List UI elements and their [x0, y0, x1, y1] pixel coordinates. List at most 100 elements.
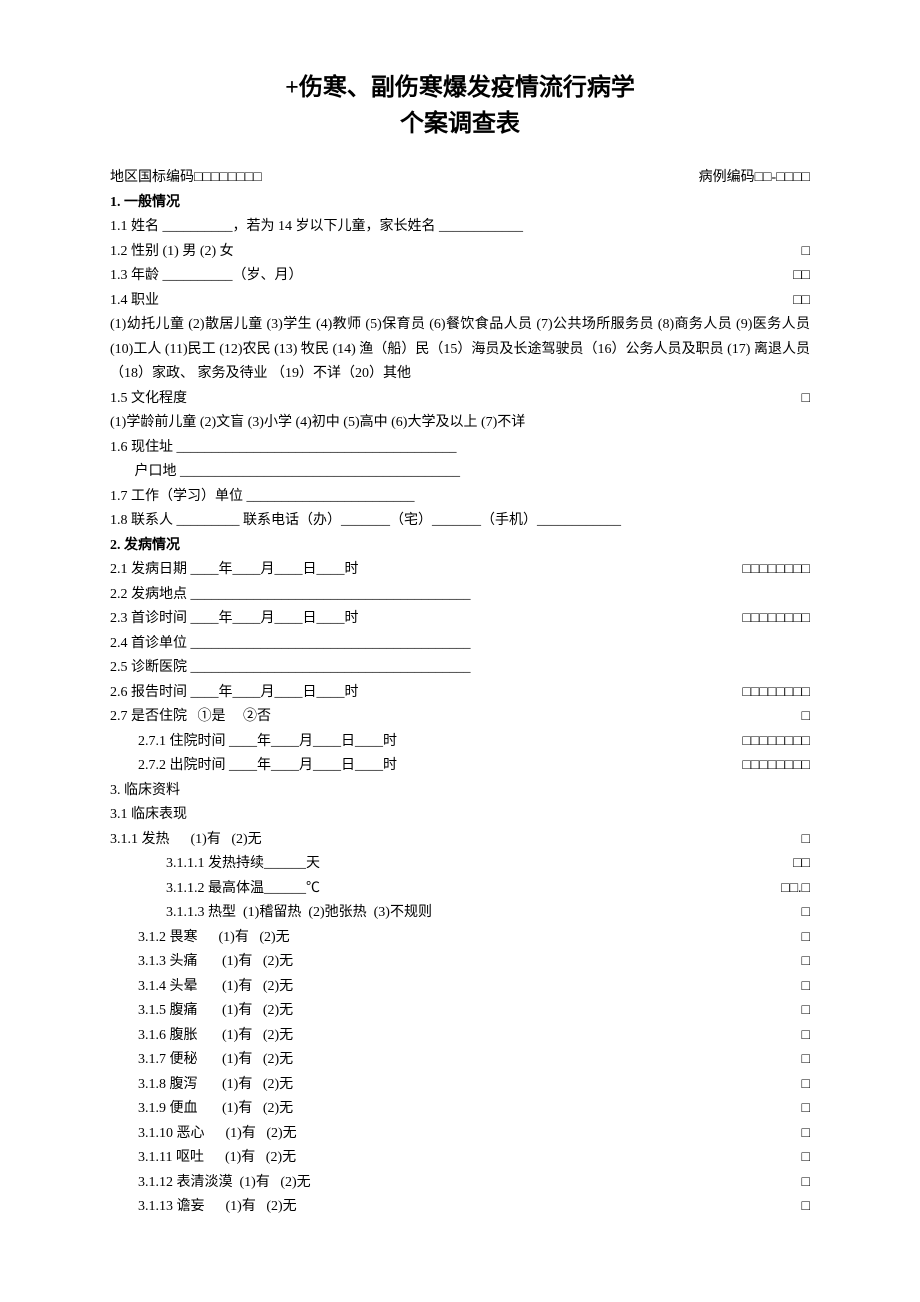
field-3-1-11-vomit: 3.1.11 呕吐 (1)有 (2)无 □	[110, 1146, 810, 1171]
field-2-2-onset-place: 2.2 发病地点 _______________________________…	[110, 583, 810, 608]
field-2-7-2-box: □□□□□□□□	[722, 754, 810, 779]
field-3-1-1-2-box: □□.□	[761, 877, 810, 902]
field-3-1-9-text: 3.1.9 便血 (1)有 (2)无	[110, 1097, 782, 1122]
field-3-1-8-text: 3.1.8 腹泻 (1)有 (2)无	[110, 1073, 782, 1098]
field-2-6-text: 2.6 报告时间 ____年____月____日____时	[110, 681, 722, 706]
field-2-7-box: □	[782, 705, 810, 730]
field-1-6-address-text: 1.6 现住址 ________________________________…	[110, 436, 810, 461]
field-2-7-1-text: 2.7.1 住院时间 ____年____月____日____时	[110, 730, 722, 755]
field-3-1: 3.1 临床表现	[110, 803, 810, 828]
field-3-1-1-box: □	[782, 828, 810, 853]
field-3-1-text: 3.1 临床表现	[110, 803, 810, 828]
field-2-7-2-text: 2.7.2 出院时间 ____年____月____日____时	[110, 754, 722, 779]
field-1-3-box: □□	[773, 264, 810, 289]
field-3-1-11-text: 3.1.11 呕吐 (1)有 (2)无	[110, 1146, 782, 1171]
field-3-1-3-text: 3.1.3 头痛 (1)有 (2)无	[110, 950, 782, 975]
field-3-1-8-diarrhea: 3.1.8 腹泻 (1)有 (2)无 □	[110, 1073, 810, 1098]
field-1-7-work: 1.7 工作（学习）单位 ________________________	[110, 485, 810, 510]
field-2-7-hospitalized: 2.7 是否住院 ①是 ②否 □	[110, 705, 810, 730]
field-1-4-options: (1)幼托儿童 (2)散居儿童 (3)学生 (4)教师 (5)保育员 (6)餐饮…	[110, 313, 810, 387]
field-3-1-1-3-fevertype: 3.1.1.3 热型 (1)稽留热 (2)弛张热 (3)不规则 □	[110, 901, 810, 926]
field-1-1-text: 1.1 姓名 __________，若为 14 岁以下儿童，家长姓名 _____…	[110, 215, 810, 240]
field-1-7-text: 1.7 工作（学习）单位 ________________________	[110, 485, 810, 510]
field-1-8-contact: 1.8 联系人 _________ 联系电话（办）_______（宅）_____…	[110, 509, 810, 534]
field-3-1-9-bloody-stool: 3.1.9 便血 (1)有 (2)无 □	[110, 1097, 810, 1122]
field-3-1-10-text: 3.1.10 恶心 (1)有 (2)无	[110, 1122, 782, 1147]
field-3-1-3-headache: 3.1.3 头痛 (1)有 (2)无 □	[110, 950, 810, 975]
field-2-1-text: 2.1 发病日期 ____年____月____日____时	[110, 558, 722, 583]
field-3-1-1-3-text: 3.1.1.3 热型 (1)稽留热 (2)弛张热 (3)不规则	[110, 901, 782, 926]
field-3-1-9-box: □	[782, 1097, 810, 1122]
field-1-6-hukou: 户口地 ____________________________________…	[110, 460, 810, 485]
field-1-3-age: 1.3 年龄 __________（岁、月） □□	[110, 264, 810, 289]
field-3-1-8-box: □	[782, 1073, 810, 1098]
field-3-1-12-text: 3.1.12 表清淡漠 (1)有 (2)无	[110, 1171, 782, 1196]
region-code-label: 地区国标编码□□□□□□□□	[110, 166, 679, 191]
field-2-4-text: 2.4 首诊单位 _______________________________…	[110, 632, 810, 657]
field-3-1-5-box: □	[782, 999, 810, 1024]
field-3-1-7-box: □	[782, 1048, 810, 1073]
field-3-1-10-nausea: 3.1.10 恶心 (1)有 (2)无 □	[110, 1122, 810, 1147]
field-1-5-education: 1.5 文化程度 □	[110, 387, 810, 412]
field-3-1-6-bloating: 3.1.6 腹胀 (1)有 (2)无 □	[110, 1024, 810, 1049]
case-code-label: 病例编码□□-□□□□	[679, 166, 810, 191]
field-3-1-13-delirium: 3.1.13 谵妄 (1)有 (2)无 □	[110, 1195, 810, 1220]
field-3-1-12-apathy: 3.1.12 表清淡漠 (1)有 (2)无 □	[110, 1171, 810, 1196]
field-3-1-1-fever: 3.1.1 发热 (1)有 (2)无 □	[110, 828, 810, 853]
section-2-heading-text: 2. 发病情况	[110, 534, 810, 559]
field-3-1-4-box: □	[782, 975, 810, 1000]
field-3-1-12-box: □	[782, 1171, 810, 1196]
field-2-5-text: 2.5 诊断医院 _______________________________…	[110, 656, 810, 681]
field-3-1-1-1-text: 3.1.1.1 发热持续______天	[110, 852, 773, 877]
field-1-1-name: 1.1 姓名 __________，若为 14 岁以下儿童，家长姓名 _____…	[110, 215, 810, 240]
field-3-1-13-box: □	[782, 1195, 810, 1220]
section-3-heading: 3. 临床资料	[110, 779, 810, 804]
field-1-4-box: □□	[773, 289, 810, 314]
title-line-1: +伤寒、副伤寒爆发疫情流行病学	[285, 75, 635, 101]
field-3-1-1-2-text: 3.1.1.2 最高体温______℃	[110, 877, 761, 902]
section-1-heading-text: 1. 一般情况	[110, 191, 810, 216]
field-1-2-box: □	[782, 240, 810, 265]
field-1-5-text: 1.5 文化程度	[110, 387, 782, 412]
field-3-1-11-box: □	[782, 1146, 810, 1171]
section-1-heading: 1. 一般情况	[110, 191, 810, 216]
field-3-1-6-box: □	[782, 1024, 810, 1049]
field-3-1-2-box: □	[782, 926, 810, 951]
field-3-1-2-chills: 3.1.2 畏寒 (1)有 (2)无 □	[110, 926, 810, 951]
field-3-1-7-constipation: 3.1.7 便秘 (1)有 (2)无 □	[110, 1048, 810, 1073]
field-2-4-first-unit: 2.4 首诊单位 _______________________________…	[110, 632, 810, 657]
field-1-3-text: 1.3 年龄 __________（岁、月）	[110, 264, 773, 289]
field-3-1-1-text: 3.1.1 发热 (1)有 (2)无	[110, 828, 782, 853]
field-1-4-occupation: 1.4 职业 □□	[110, 289, 810, 314]
field-1-2-gender: 1.2 性别 (1) 男 (2) 女 □	[110, 240, 810, 265]
field-2-7-2-discharge: 2.7.2 出院时间 ____年____月____日____时 □□□□□□□□	[110, 754, 810, 779]
field-2-5-diagnosis-hospital: 2.5 诊断医院 _______________________________…	[110, 656, 810, 681]
field-2-7-text: 2.7 是否住院 ①是 ②否	[110, 705, 782, 730]
field-1-4-text: 1.4 职业	[110, 289, 773, 314]
title-line-2: 个案调查表	[400, 111, 520, 137]
field-2-1-onset-date: 2.1 发病日期 ____年____月____日____时 □□□□□□□□	[110, 558, 810, 583]
field-2-1-box: □□□□□□□□	[722, 558, 810, 583]
section-3-heading-text: 3. 临床资料	[110, 779, 810, 804]
field-1-5-box: □	[782, 387, 810, 412]
field-3-1-10-box: □	[782, 1122, 810, 1147]
field-1-2-text: 1.2 性别 (1) 男 (2) 女	[110, 240, 782, 265]
field-3-1-1-1-box: □□	[773, 852, 810, 877]
field-2-7-1-admit: 2.7.1 住院时间 ____年____月____日____时 □□□□□□□□	[110, 730, 810, 755]
field-2-6-box: □□□□□□□□	[722, 681, 810, 706]
field-1-6-hukou-text: 户口地 ____________________________________…	[110, 460, 810, 485]
field-3-1-4-dizzy: 3.1.4 头晕 (1)有 (2)无 □	[110, 975, 810, 1000]
field-2-6-report-time: 2.6 报告时间 ____年____月____日____时 □□□□□□□□	[110, 681, 810, 706]
field-3-1-2-text: 3.1.2 畏寒 (1)有 (2)无	[110, 926, 782, 951]
field-3-1-1-1-duration: 3.1.1.1 发热持续______天 □□	[110, 852, 810, 877]
field-1-5-options: (1)学龄前儿童 (2)文盲 (3)小学 (4)初中 (5)高中 (6)大学及以…	[110, 411, 810, 436]
field-3-1-5-text: 3.1.5 腹痛 (1)有 (2)无	[110, 999, 782, 1024]
field-2-3-first-visit: 2.3 首诊时间 ____年____月____日____时 □□□□□□□□	[110, 607, 810, 632]
field-3-1-3-box: □	[782, 950, 810, 975]
section-2-heading: 2. 发病情况	[110, 534, 810, 559]
field-2-3-text: 2.3 首诊时间 ____年____月____日____时	[110, 607, 722, 632]
field-3-1-4-text: 3.1.4 头晕 (1)有 (2)无	[110, 975, 782, 1000]
field-3-1-6-text: 3.1.6 腹胀 (1)有 (2)无	[110, 1024, 782, 1049]
page-container: +伤寒、副伤寒爆发疫情流行病学 个案调查表 地区国标编码□□□□□□□□ 病例编…	[0, 0, 920, 1260]
field-3-1-7-text: 3.1.7 便秘 (1)有 (2)无	[110, 1048, 782, 1073]
